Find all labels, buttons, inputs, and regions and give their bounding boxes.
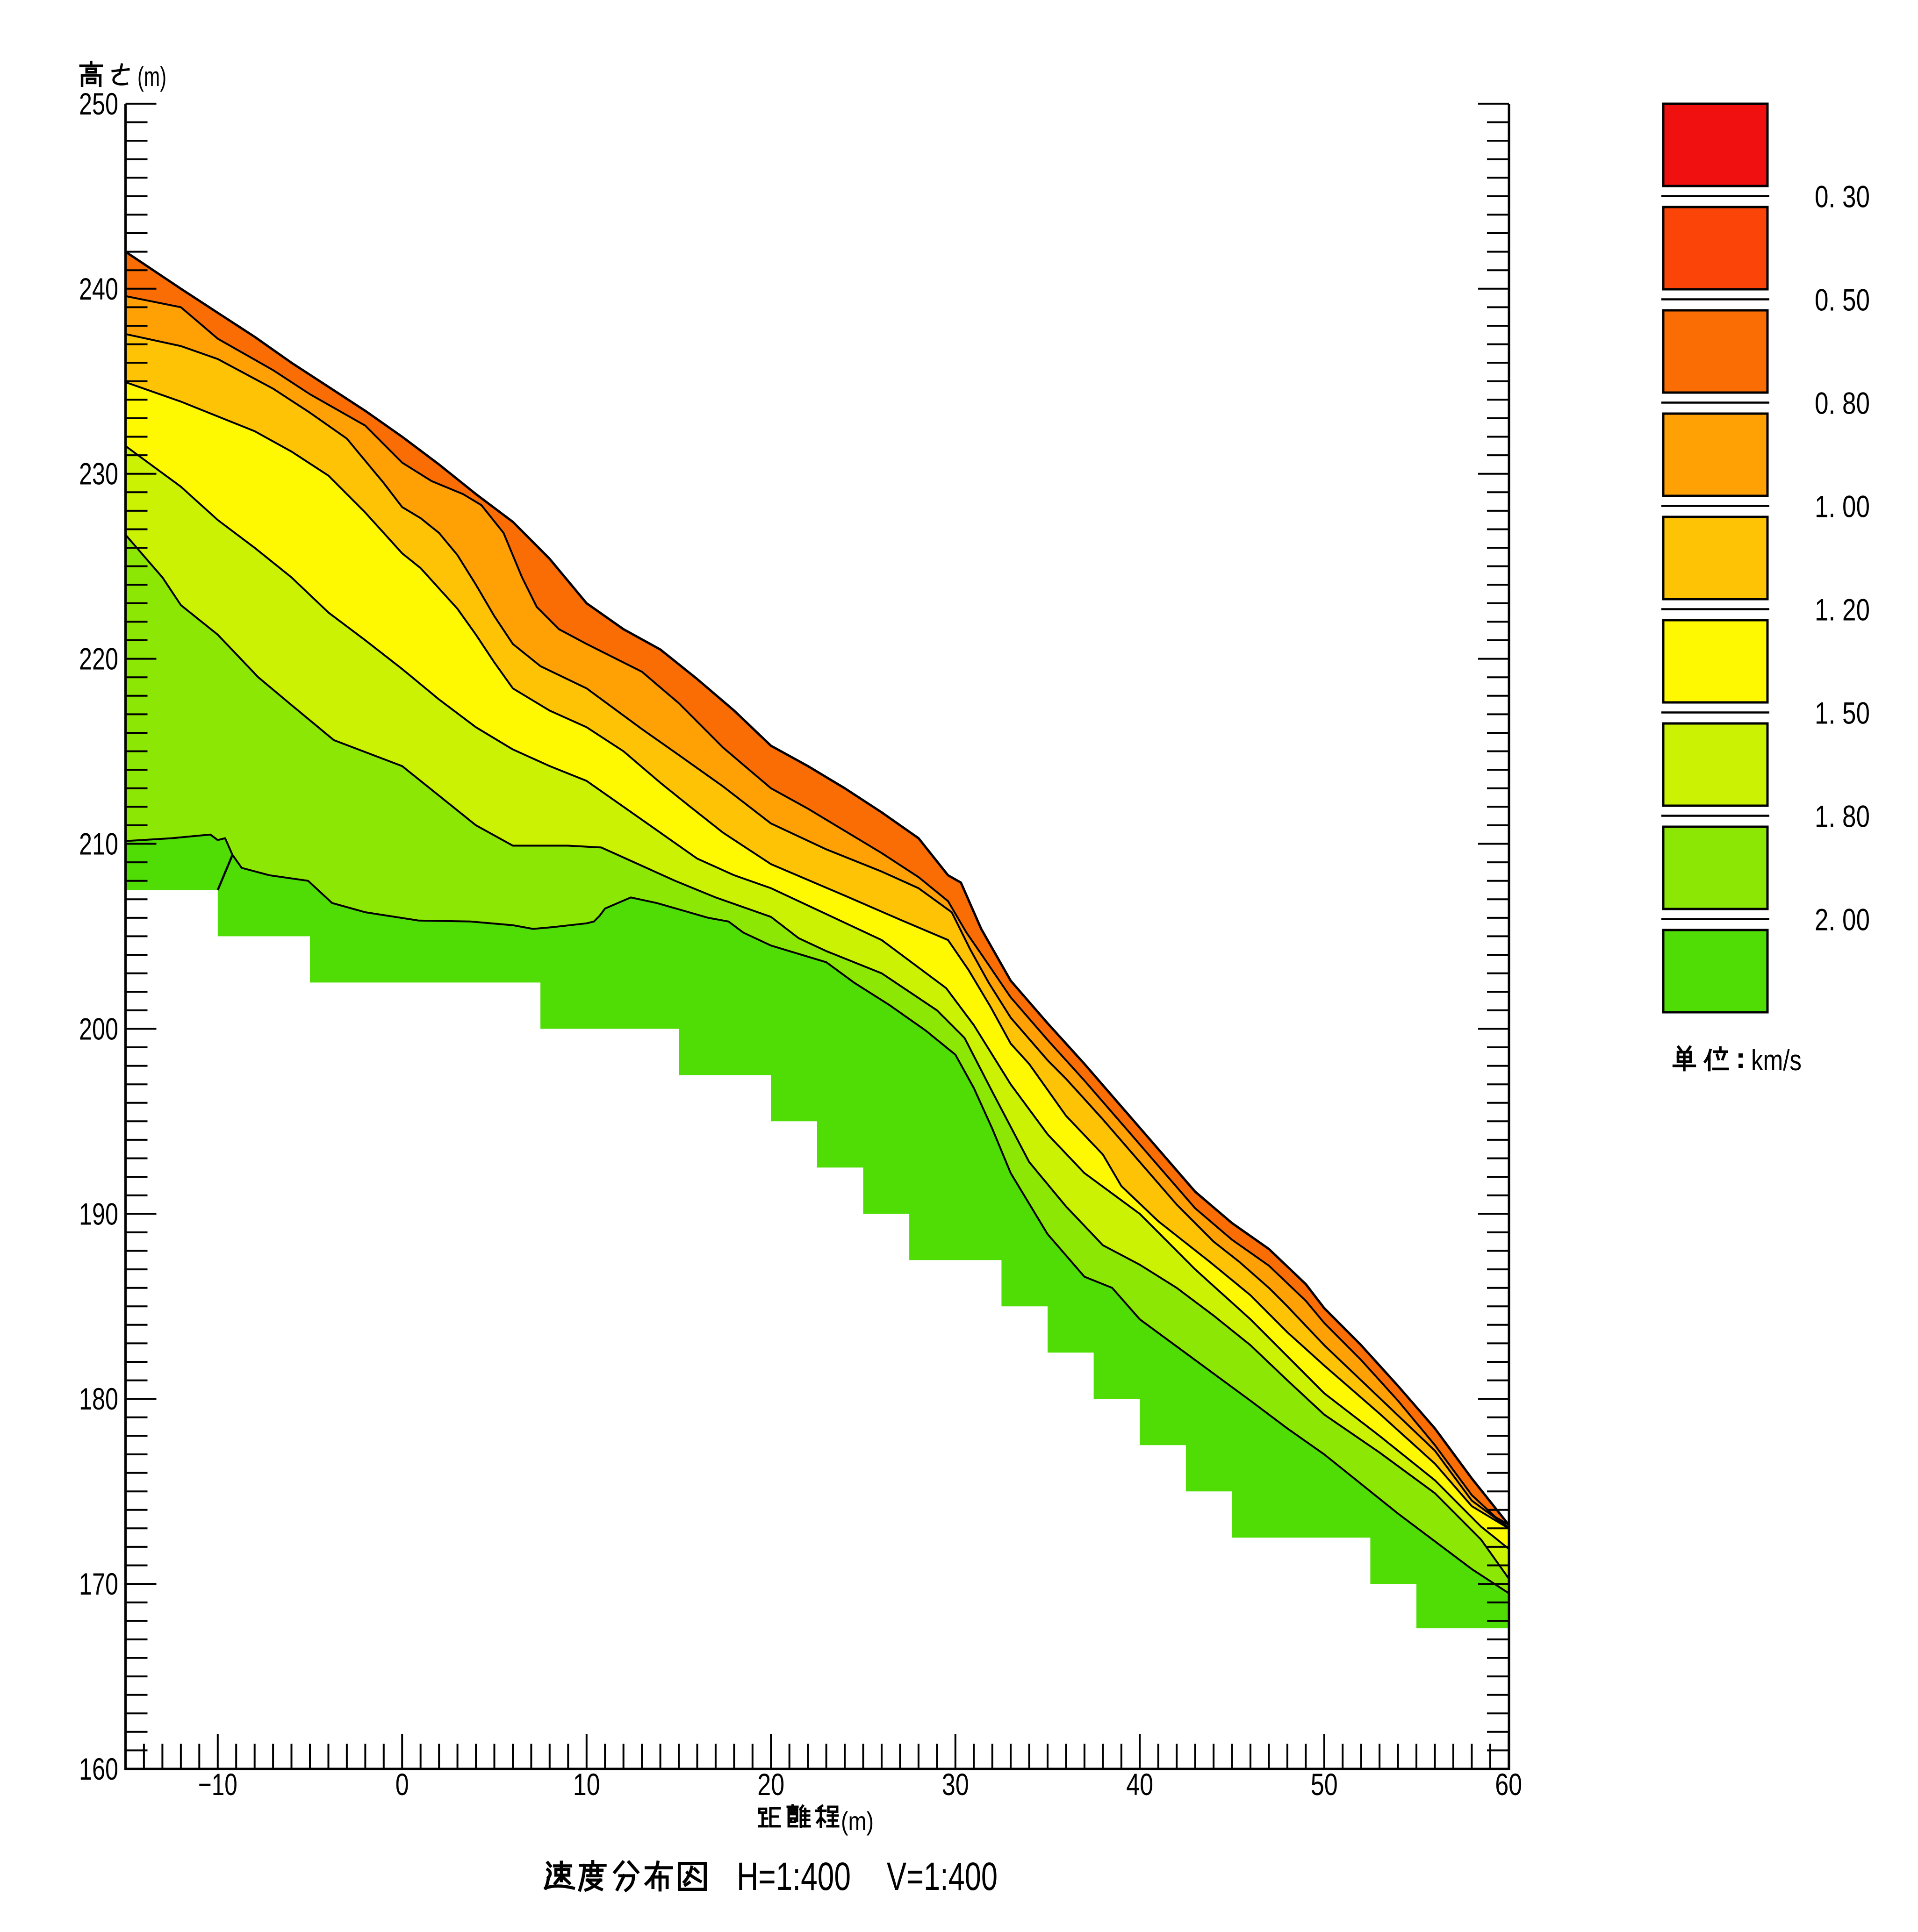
svg-text:170: 170	[79, 1567, 118, 1601]
svg-text:220: 220	[79, 642, 118, 676]
svg-text:10: 10	[573, 1767, 600, 1802]
svg-text:1. 20: 1. 20	[1815, 593, 1870, 627]
svg-text:60: 60	[1495, 1767, 1522, 1802]
svg-text:30: 30	[942, 1767, 969, 1802]
svg-text:1. 80: 1. 80	[1815, 799, 1870, 834]
svg-text:−10: −10	[198, 1767, 237, 1802]
svg-text:0. 50: 0. 50	[1815, 283, 1870, 317]
svg-text:230: 230	[79, 457, 118, 491]
svg-text:240: 240	[79, 272, 118, 306]
svg-text:50: 50	[1311, 1767, 1338, 1802]
svg-text:180: 180	[79, 1381, 118, 1416]
svg-text:(m): (m)	[137, 62, 166, 92]
svg-text:40: 40	[1126, 1767, 1153, 1802]
svg-text:km/s: km/s	[1751, 1045, 1802, 1077]
svg-text:1. 50: 1. 50	[1815, 696, 1870, 730]
svg-text:200: 200	[79, 1011, 118, 1046]
svg-text:H=1:400: H=1:400	[737, 1854, 851, 1898]
svg-text:V=1:400: V=1:400	[887, 1854, 998, 1898]
svg-text:1. 00: 1. 00	[1815, 489, 1870, 524]
svg-text:20: 20	[757, 1767, 784, 1802]
svg-text:210: 210	[79, 827, 118, 861]
svg-text:190: 190	[79, 1196, 118, 1231]
svg-text:2. 00: 2. 00	[1815, 902, 1870, 937]
svg-text:0: 0	[395, 1767, 409, 1802]
svg-text:250: 250	[79, 86, 118, 121]
svg-text:(m): (m)	[841, 1806, 874, 1836]
svg-text:160: 160	[79, 1752, 118, 1786]
svg-text:0. 80: 0. 80	[1815, 386, 1870, 421]
svg-text:0. 30: 0. 30	[1815, 179, 1870, 214]
